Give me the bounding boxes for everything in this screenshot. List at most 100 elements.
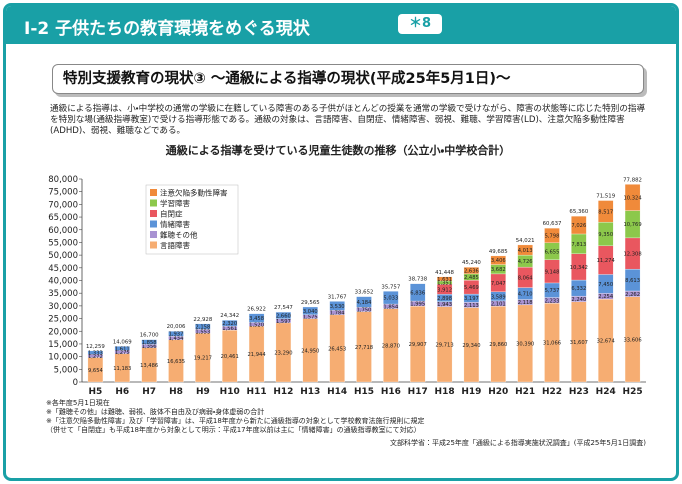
bar-segment [87,350,104,355]
data-label: 33,606 [623,337,641,343]
data-label: 10,769 [623,222,641,228]
y-tick-label: 20,000 [48,327,78,337]
data-label: 5,798 [545,233,560,239]
data-label: 1,351 [437,281,452,287]
note: ※「注意欠陥多動性障害」及び「学習障害」は、平成18年度から新たに通級指導の対象… [46,417,425,425]
data-label: 2,898 [437,296,452,302]
header-band: Ⅰ-2 子供たちの教育環境をめぐる現状 ＊8 [6,6,676,44]
data-label: 1,937 [169,332,184,338]
data-label: 28,870 [382,343,400,349]
data-label: 7,026 [571,223,586,229]
data-label: 29,860 [489,342,507,348]
header-badge: ＊8 [398,14,442,34]
legend-swatch [150,241,157,249]
x-tick-label: H17 [408,387,428,397]
y-tick-label: 35,000 [48,289,78,299]
data-label: 1,631 [437,277,452,283]
x-tick-label: H24 [596,387,616,397]
data-label: 2,158 [195,325,210,331]
total-label: 14,069 [113,339,132,345]
data-label: 9,148 [545,269,560,275]
total-label: 16,700 [140,333,159,339]
bar-segment [114,346,130,351]
data-label: 2,113 [464,303,479,309]
data-label: 30,390 [516,341,534,347]
data-label: 6,836 [410,290,425,296]
bar-segment [248,313,265,323]
data-label: 29,907 [409,342,427,348]
bar-segment [168,331,184,337]
data-label: 4,013 [518,248,533,254]
data-label: 1,275 [115,350,130,356]
y-tick-label: 50,000 [48,251,78,261]
bar-segment [356,296,372,308]
total-label: 41,448 [435,270,454,276]
data-label: 1,784 [330,311,346,317]
bar-segment [544,227,560,243]
data-label: 27,718 [355,345,373,351]
bar-segment [329,301,345,311]
data-label: 3,912 [437,287,452,293]
x-tick-label: H12 [273,387,293,397]
y-tick-label: 55,000 [48,238,78,248]
y-tick-label: 40,000 [48,277,78,287]
data-label: 8,613 [625,278,640,284]
data-label: 1,272 [88,354,103,360]
note: ※「難聴その他」は難聴、弱視、肢体不自由及び病弱・身体虚弱の合計 [46,408,265,416]
x-tick-label: H11 [247,387,267,397]
data-label: 2,485 [464,275,479,281]
x-tick-label: H22 [542,387,562,397]
source: 文部科学省：平成25年度「通級による指導実施状況調査」(平成25年5月1日調査) [390,439,646,447]
legend-label: 学習障害 [160,198,190,208]
x-tick-label: H21 [515,387,535,397]
header-title: Ⅰ-2 子供たちの教育環境をめぐる現状 [24,19,310,39]
x-tick-label: H13 [300,387,320,397]
legend-label: 注意欠陥多動性障害 [160,188,228,198]
data-label: 11,183 [113,366,131,372]
total-label: 24,342 [220,313,239,319]
x-tick-label: H6 [115,387,129,397]
data-label: 2,660 [276,313,291,319]
data-label: 7,813 [571,242,586,248]
data-label: 2,262 [625,292,640,298]
total-label: 49,685 [489,249,508,255]
legend-swatch [150,220,157,228]
total-label: 26,922 [247,307,266,313]
note: ※各年度5月1日現在 [46,399,110,407]
legend-swatch [150,231,157,238]
data-label: 3,040 [303,309,318,315]
chart: 通級による指導を受けている児童生徒数の推移（公立小・中学校合計） 0 5,000 1… [48,143,646,397]
data-label: 10,342 [570,265,588,271]
data-label: 4,184 [357,300,373,306]
total-label: 77,882 [623,177,642,183]
bar-segment [571,215,587,235]
data-label: 4,710 [518,292,533,298]
legend-swatch [150,210,157,217]
data-label: 20,461 [221,354,239,360]
x-tick-label: H8 [169,387,183,397]
data-label: 12,308 [623,252,641,258]
data-label: 1,434 [169,336,185,342]
bar-segment [436,276,453,282]
data-label: 4,726 [518,259,533,265]
frame: Ⅰ-2 子供たちの教育環境をめぐる現状 ＊8 特別支援教育の現状③ 〜通級による… [3,3,679,481]
data-label: 2,101 [491,302,506,308]
legend-label: 自閉症 [160,209,183,219]
data-label: 32,674 [597,339,616,345]
data-label: 3,197 [464,296,479,302]
data-label: 2,240 [571,297,586,303]
total-label: 20,006 [167,324,186,330]
bar-segment [141,339,157,345]
legend-label: 難聴その他 [160,230,198,240]
data-label: 13,486 [140,363,158,369]
x-tick-label: H19 [461,387,481,397]
y-tick-label: 25,000 [48,315,78,325]
data-label: 2,320 [222,321,237,327]
data-label: 11,274 [597,258,616,264]
data-label: 6,655 [545,249,560,255]
y-tick-label: 70,000 [48,200,78,210]
data-label: 8,517 [598,209,613,215]
x-tick-label: H23 [569,387,589,397]
data-label: 3,682 [491,267,506,273]
total-label: 54,021 [516,238,535,244]
